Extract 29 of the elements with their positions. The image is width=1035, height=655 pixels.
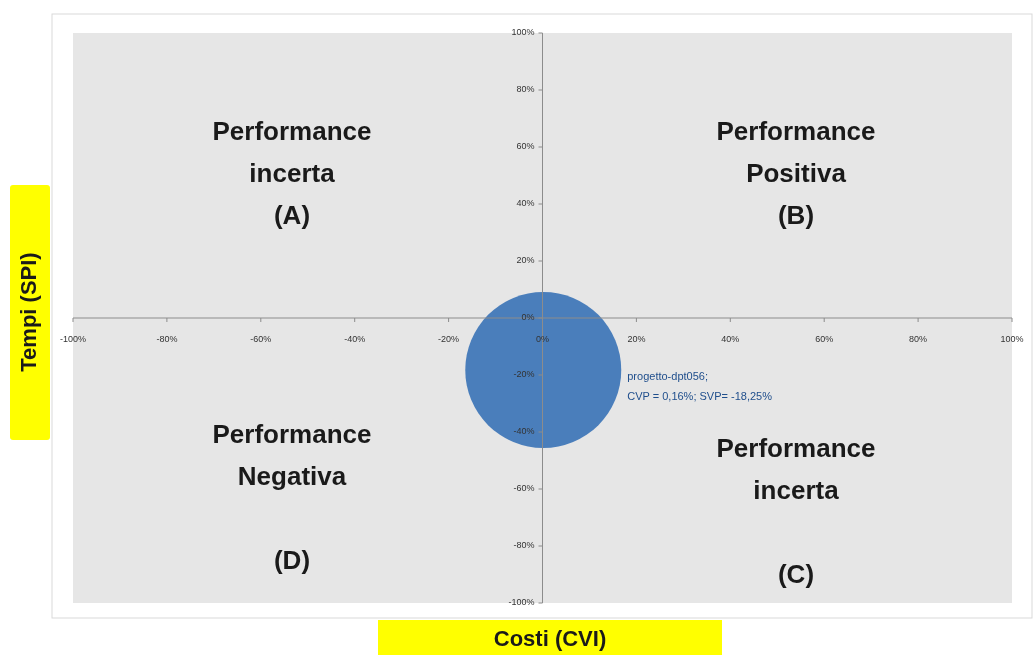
x-tick-label: 80%: [909, 334, 928, 344]
y-tick-label: -100%: [508, 597, 535, 608]
y-tick-label: -80%: [513, 540, 535, 551]
annotation: Performance Positiva (B): [716, 115, 876, 230]
y-axis-title: Tempi (SPI): [15, 252, 41, 372]
y-tick-label: 0%: [521, 312, 535, 323]
x-tick-label: 60%: [815, 334, 834, 344]
annotation: Performance incerta (A): [212, 115, 372, 230]
y-tick-label: -40%: [513, 426, 535, 437]
data-label: progetto-dpt056; CVP = 0,16%; SVP= -18,25%: [627, 370, 773, 403]
x-tick-label: -40%: [344, 334, 366, 344]
x-tick-label: 0%: [535, 334, 550, 344]
x-tick-label: -80%: [156, 334, 178, 344]
x-tick-label: 20%: [627, 334, 646, 344]
x-tick-label: -20%: [438, 334, 460, 344]
text: Performance incerta (C): [716, 432, 876, 589]
y-tick-label: 80%: [516, 84, 535, 95]
y-tick-label: 20%: [516, 255, 535, 266]
y-tick-label: -20%: [513, 369, 535, 380]
x-tick-label: -60%: [250, 334, 272, 344]
x-tick-label: 40%: [721, 334, 740, 344]
y-tick-label: 40%: [516, 198, 535, 209]
x-axis-title: Costi (CVI): [493, 625, 607, 651]
y-tick-label: 60%: [516, 141, 535, 152]
x-tick-label: -100%: [59, 334, 87, 344]
x-tick-label: 100%: [1000, 334, 1024, 344]
y-tick-label: 100%: [511, 27, 535, 38]
y-tick-label: -60%: [513, 483, 535, 494]
text: Performance Negativa (D): [212, 418, 372, 575]
